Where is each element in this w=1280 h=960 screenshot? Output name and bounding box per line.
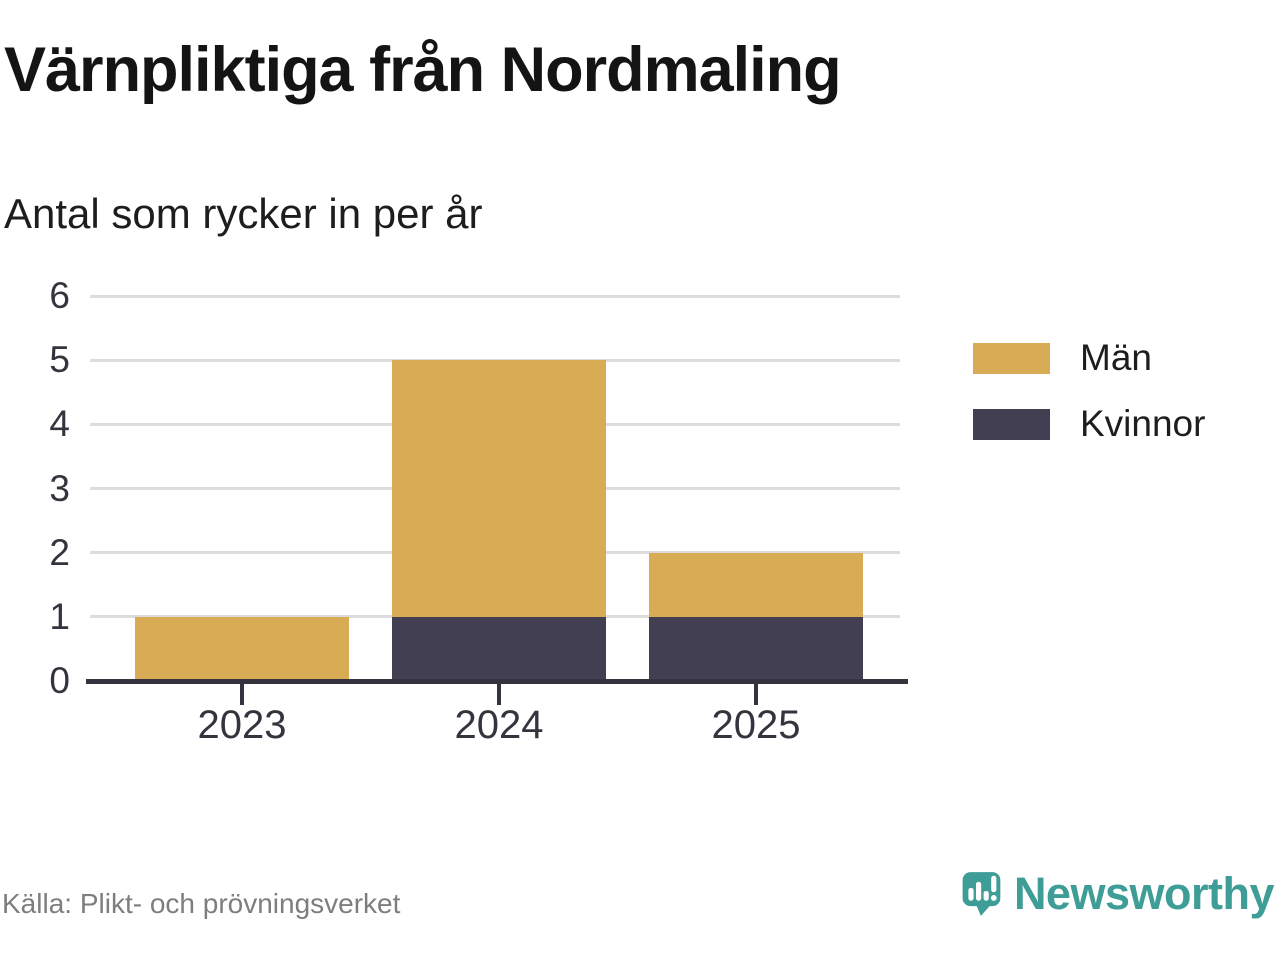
- y-axis: 0 1 2 3 4 5 6: [0, 275, 70, 701]
- y-tick-label: 3: [49, 467, 70, 509]
- legend-label: Män: [1080, 337, 1152, 378]
- gridline-y6: [90, 294, 900, 298]
- bar-segment-man-2024: [392, 360, 606, 617]
- legend-label: Kvinnor: [1080, 403, 1206, 444]
- x-tick: [240, 683, 244, 705]
- bar-segment-kvinnor-2025: [649, 616, 863, 681]
- y-tick-label: 1: [49, 595, 70, 637]
- y-tick-label: 5: [49, 339, 70, 381]
- x-axis: 2023 2024 2025: [90, 681, 900, 751]
- newsworthy-wordmark: Newsworthy: [1013, 868, 1275, 919]
- bar-segment-man-2025: [649, 552, 863, 617]
- legend-item-kvinnor: Kvinnor: [973, 403, 1205, 445]
- y-tick-label: 0: [49, 660, 70, 701]
- x-tick-label: 2025: [711, 703, 801, 747]
- y-tick-label: 6: [49, 275, 70, 316]
- plot-area: [86, 294, 908, 684]
- newsworthy-speech-bubble-chart-icon: [962, 872, 1001, 916]
- legend-swatch: [973, 342, 1050, 374]
- gridline-y5: [90, 358, 900, 362]
- source-caption: Källa: Plikt- och prövningsverket: [2, 888, 401, 919]
- newsworthy-logo: Newsworthy: [962, 856, 1275, 932]
- legend-swatch: [973, 408, 1050, 440]
- x-tick-label: 2023: [197, 703, 287, 747]
- chart-title: Värnpliktiga från Nordmaling: [4, 35, 842, 105]
- legend: Män Kvinnor: [973, 337, 1205, 445]
- x-tick-label: 2024: [454, 703, 544, 747]
- legend-item-man: Män: [973, 337, 1205, 379]
- x-tick: [754, 683, 758, 705]
- x-tick: [497, 683, 501, 705]
- y-tick-label: 2: [49, 531, 70, 573]
- y-tick-label: 4: [49, 403, 70, 445]
- bar-segment-kvinnor-2024: [392, 616, 606, 681]
- bar-segment-man-2023: [135, 616, 349, 681]
- chart-subtitle: Antal som rycker in per år: [4, 190, 483, 237]
- x-axis-line: [86, 679, 908, 684]
